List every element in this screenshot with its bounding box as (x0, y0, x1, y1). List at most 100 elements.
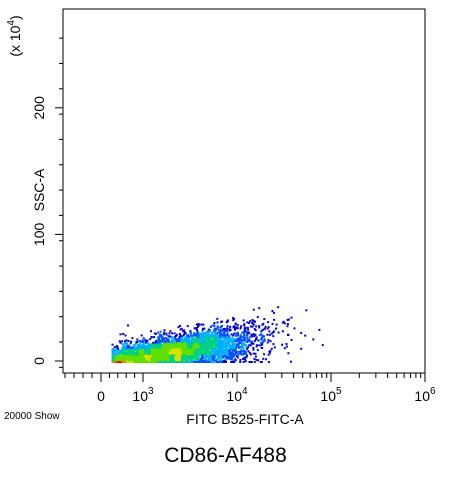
event-dot (148, 361, 151, 363)
event-dot (161, 354, 164, 357)
event-dot (165, 361, 168, 363)
event-dot (236, 324, 239, 327)
event-dot (201, 334, 204, 336)
event-dot (208, 330, 211, 333)
event-dot (185, 339, 188, 342)
event-dot (154, 356, 157, 359)
event-dot (245, 334, 248, 337)
event-dot (125, 357, 128, 360)
event-dot (141, 357, 143, 360)
event-dot (175, 333, 178, 336)
event-dot (195, 328, 198, 331)
event-dot (228, 328, 231, 331)
event-dot (152, 350, 154, 353)
event-dot (195, 336, 198, 339)
event-dot (202, 342, 205, 345)
event-dot (193, 348, 196, 351)
event-dot (227, 335, 230, 338)
event-dot (143, 338, 146, 341)
event-dot (249, 344, 252, 347)
event-dot (124, 351, 127, 354)
event-dot (190, 346, 193, 349)
event-dot (146, 339, 149, 342)
event-dot (206, 352, 209, 355)
event-dot (164, 342, 167, 345)
event-dot (260, 330, 262, 333)
event-dot (127, 352, 130, 355)
event-dot (214, 348, 216, 351)
event-dot (167, 339, 170, 342)
event-dot (160, 350, 163, 353)
event-dot (239, 358, 242, 361)
event-dot (177, 350, 180, 353)
event-dot (223, 340, 226, 343)
event-dot (185, 336, 188, 339)
event-dot (219, 331, 222, 334)
event-dot (244, 329, 247, 332)
event-dot (253, 340, 256, 342)
event-dot (124, 342, 127, 345)
event-dot (173, 353, 175, 356)
event-dot (146, 358, 149, 361)
event-dot (179, 334, 182, 337)
event-dot (153, 344, 155, 347)
event-dot (178, 339, 181, 342)
event-dot (247, 328, 250, 331)
event-dot (255, 337, 257, 340)
event-dot (243, 332, 245, 334)
event-dot (149, 338, 152, 340)
event-dot (141, 353, 144, 356)
event-dot (263, 338, 266, 341)
event-dot (201, 350, 203, 353)
event-dot (157, 359, 160, 362)
event-dot (126, 352, 129, 355)
event-dot (223, 348, 226, 351)
event-dot (130, 359, 133, 362)
event-dot (121, 350, 124, 353)
event-dot (123, 352, 126, 355)
event-dot (192, 333, 195, 336)
event-dot (304, 334, 307, 337)
event-dot (167, 356, 170, 359)
event-dot (285, 343, 288, 345)
svg-text:(x 104): (x 104) (6, 15, 23, 56)
event-dot (153, 336, 155, 339)
event-dot (130, 340, 132, 343)
event-dot (168, 361, 171, 363)
event-dot (166, 344, 169, 347)
event-dot (142, 351, 145, 354)
event-dot (228, 349, 231, 352)
event-dot (178, 348, 181, 351)
event-dot (192, 352, 195, 355)
event-dot (176, 354, 178, 357)
y-axis-label-group: SSC-A (31, 168, 47, 211)
event-dot (212, 334, 214, 337)
event-dot (145, 344, 148, 347)
event-dot (133, 354, 136, 357)
event-dot (209, 342, 212, 344)
event-dot (111, 348, 114, 351)
event-dot (179, 324, 182, 327)
event-dot (266, 327, 269, 330)
event-dot (206, 355, 209, 357)
event-dot (181, 354, 184, 357)
event-dot (188, 353, 191, 356)
event-dot (127, 346, 130, 349)
event-dot (179, 346, 182, 348)
event-dot (180, 343, 183, 346)
event-dot (166, 351, 169, 354)
event-dot (232, 360, 235, 363)
event-dot (136, 355, 139, 358)
event-dot (203, 340, 206, 343)
event-dot (234, 359, 237, 362)
event-dot (132, 347, 135, 349)
event-dot (196, 359, 199, 362)
event-dot (258, 334, 261, 337)
chart-caption: CD86-AF488 (164, 444, 287, 467)
event-dot (184, 332, 187, 335)
event-dot (205, 331, 208, 333)
event-dot (305, 309, 308, 312)
event-dot (119, 341, 122, 344)
event-dot (269, 340, 272, 343)
event-dot (116, 355, 118, 358)
